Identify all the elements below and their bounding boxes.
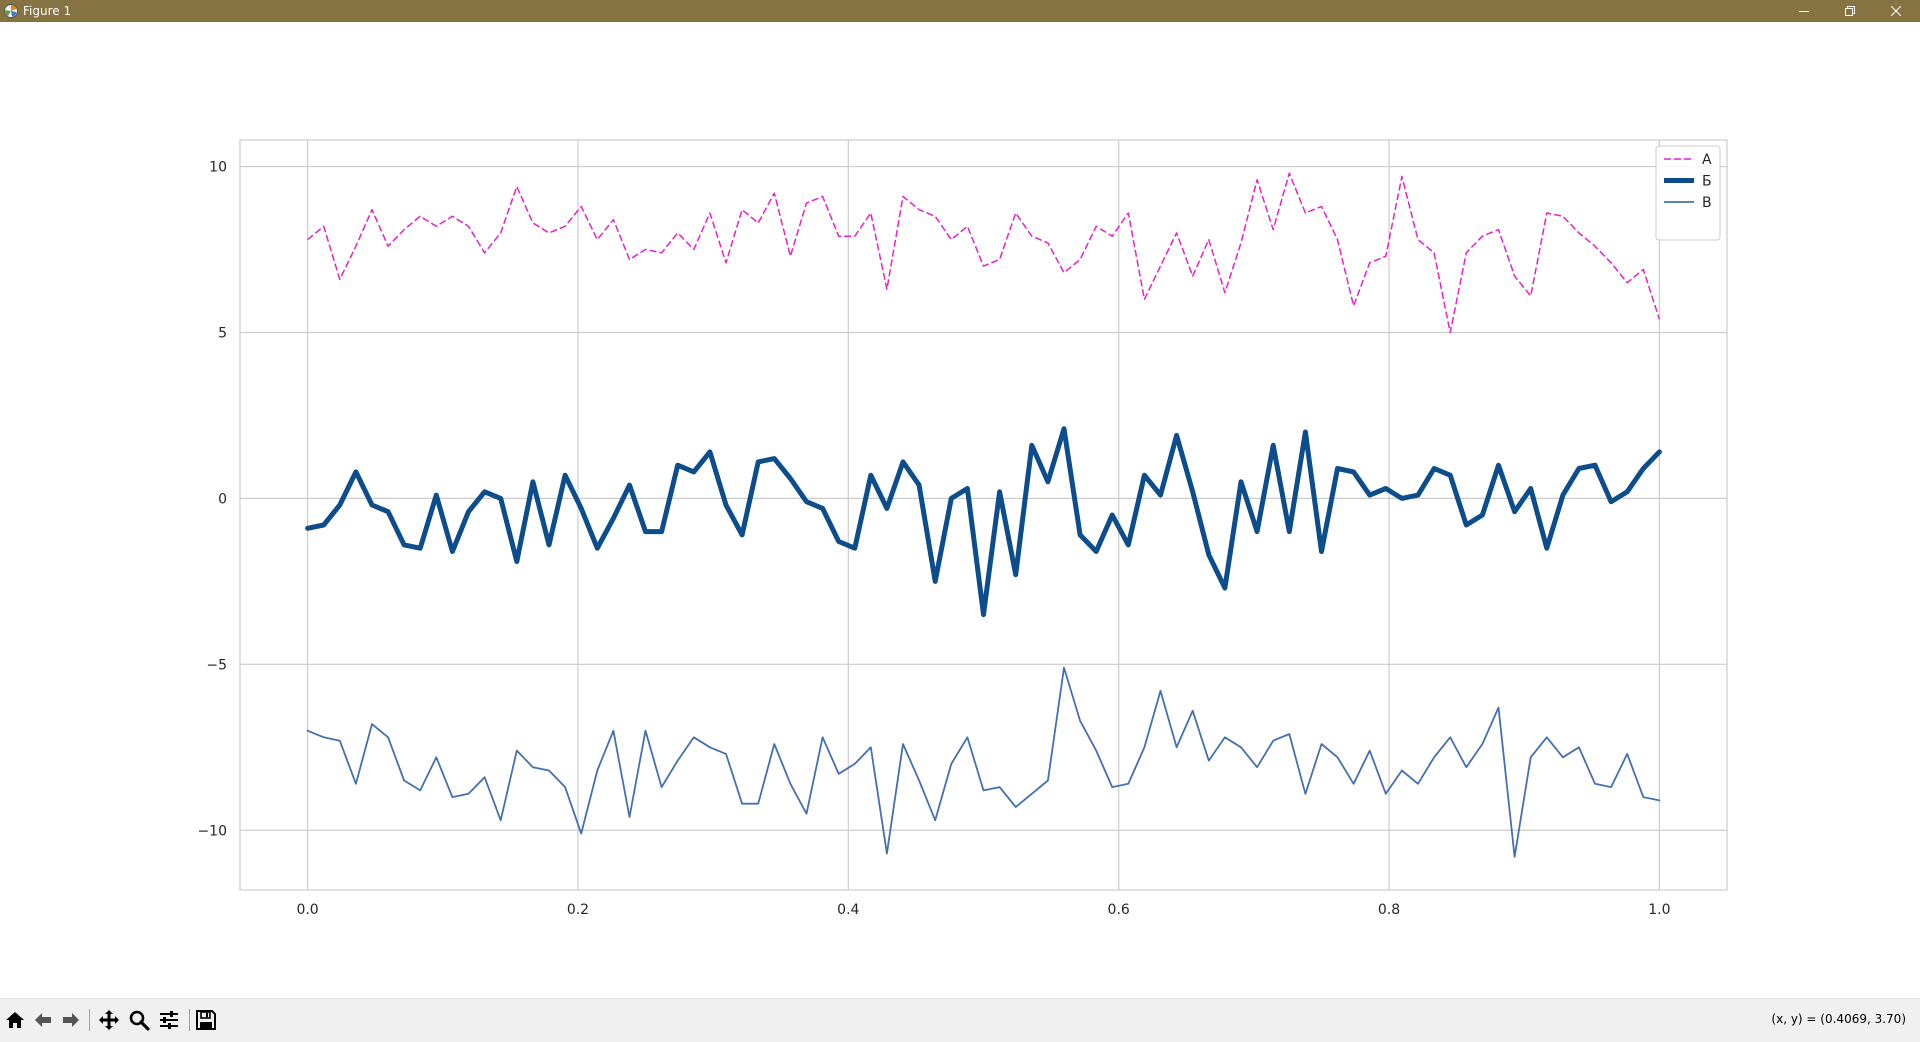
matplotlib-logo-icon: [4, 4, 18, 18]
y-tick-label: 0: [218, 491, 227, 507]
back-button[interactable]: [30, 1007, 56, 1033]
line-chart: 0.0 0.2 0.4 0.6 0.8 1.0 10 5 0 −5 −10 АБВ: [197, 139, 1728, 918]
legend[interactable]: АБВ: [1655, 145, 1721, 241]
window-title: Figure 1: [23, 4, 72, 18]
x-tick-label: 1.0: [1648, 902, 1670, 918]
navigation-toolbar: (x, y) = (0.4069, 3.70): [0, 998, 1920, 1042]
x-tick-label: 0.6: [1108, 902, 1130, 918]
configure-subplots-button[interactable]: [156, 1007, 182, 1033]
x-tick-label: 0.0: [296, 902, 318, 918]
save-button[interactable]: [193, 1007, 219, 1033]
zoom-icon: [129, 1010, 150, 1031]
cursor-coordinates: (x, y) = (0.4069, 3.70): [1771, 1012, 1906, 1026]
toolbar-separator: [89, 1009, 90, 1031]
grid: [240, 140, 1727, 890]
forward-arrow-icon: [63, 1013, 79, 1027]
close-icon: [1891, 6, 1901, 16]
x-tick-label: 0.4: [837, 902, 859, 918]
y-axis-ticks: 10 5 0 −5 −10: [197, 160, 227, 840]
series-line-А: [307, 172, 1661, 334]
restore-button[interactable]: [1827, 0, 1873, 22]
series-line-Б: [305, 426, 1662, 618]
y-tick-label: 5: [218, 325, 227, 341]
x-axis-ticks: 0.0 0.2 0.4 0.6 0.8 1.0: [296, 902, 1670, 918]
series-line-В: [306, 666, 1661, 858]
forward-button[interactable]: [58, 1007, 84, 1033]
minimize-button[interactable]: [1781, 0, 1827, 22]
series-lines: [305, 172, 1662, 858]
y-tick-label: −10: [197, 823, 227, 839]
restore-icon: [1845, 6, 1855, 16]
back-arrow-icon: [35, 1013, 51, 1027]
configure-subplots-icon: [160, 1011, 178, 1029]
save-icon: [196, 1010, 216, 1030]
pan-button[interactable]: [96, 1007, 122, 1033]
x-tick-label: 0.2: [567, 902, 589, 918]
zoom-button[interactable]: [126, 1007, 152, 1033]
home-button[interactable]: [2, 1007, 28, 1033]
y-tick-label: 10: [209, 160, 227, 176]
close-button[interactable]: [1873, 0, 1919, 22]
pan-icon: [99, 1010, 119, 1030]
minimize-icon: [1799, 11, 1809, 12]
axes-background: [239, 139, 1728, 891]
window-title-bar: Figure 1: [0, 0, 1920, 22]
home-icon: [6, 1012, 24, 1028]
x-tick-label: 0.8: [1378, 902, 1400, 918]
y-tick-label: −5: [206, 657, 227, 673]
legend-label: В: [1702, 195, 1712, 211]
toolbar-separator: [189, 1009, 190, 1031]
legend-label: Б: [1702, 174, 1712, 190]
legend-frame: [1655, 145, 1721, 241]
legend-label: А: [1702, 152, 1712, 168]
